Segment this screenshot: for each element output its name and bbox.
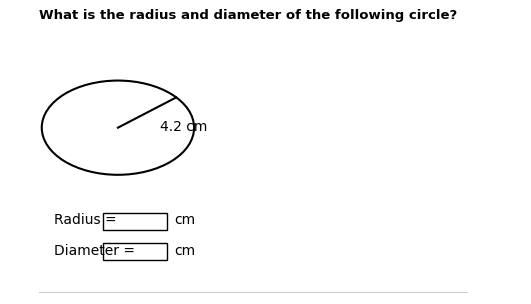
Text: What is the radius and diameter of the following circle?: What is the radius and diameter of the f… xyxy=(39,9,458,22)
Text: Diameter =: Diameter = xyxy=(54,244,135,258)
Text: 4.2 cm: 4.2 cm xyxy=(160,120,207,134)
Text: Radius =: Radius = xyxy=(54,213,117,227)
FancyBboxPatch shape xyxy=(103,243,167,260)
Text: cm: cm xyxy=(174,213,195,227)
FancyBboxPatch shape xyxy=(103,213,167,230)
Text: cm: cm xyxy=(174,244,195,258)
